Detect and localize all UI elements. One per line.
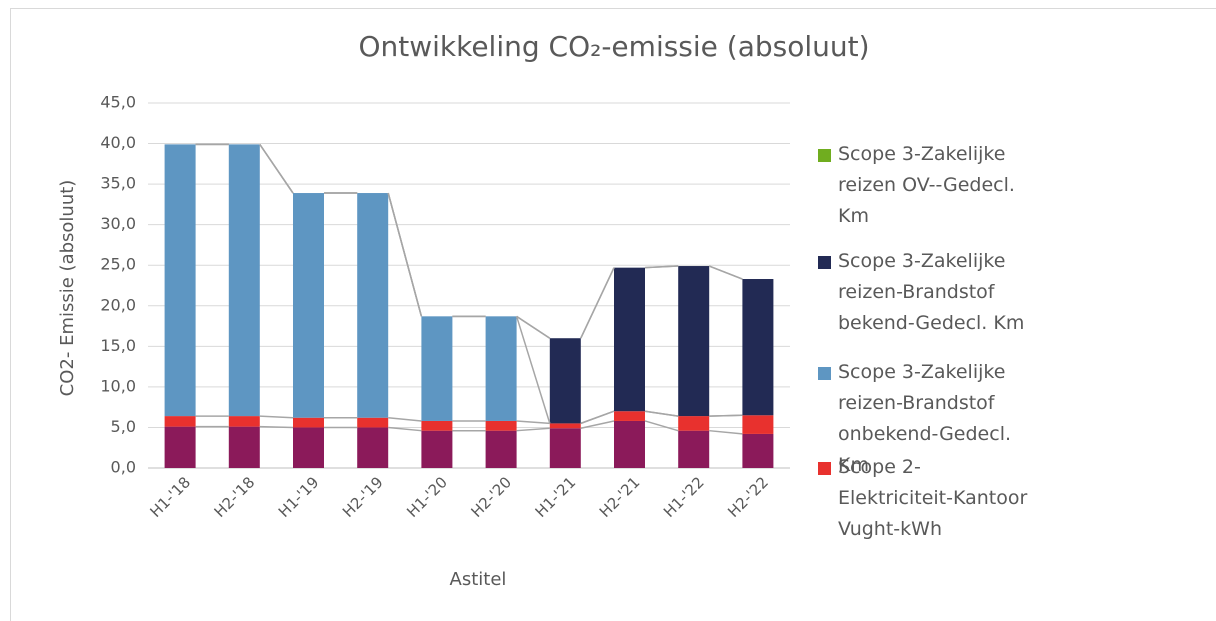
bar-segment [678, 416, 710, 431]
bar-segment [164, 426, 196, 468]
y-tick-label: 5,0 [111, 417, 136, 436]
series-line [388, 416, 422, 422]
series-line [580, 410, 615, 425]
bar-segment [421, 420, 453, 431]
y-tick-label: 0,0 [111, 458, 136, 477]
y-tick-label: 20,0 [100, 295, 136, 314]
series-line [515, 316, 551, 424]
x-axis-title: Astitel [450, 569, 507, 590]
legend-label: Scope 3-Zakelijke reizen OV--Gedecl. Km [838, 143, 1015, 227]
series-line [644, 265, 679, 269]
series-line [709, 414, 743, 417]
series-line [516, 315, 551, 339]
x-tick-label: H1-'19 [275, 473, 323, 521]
chart-border [10, 8, 1216, 621]
series-line [387, 192, 423, 317]
y-tick-label: 40,0 [100, 133, 136, 152]
x-tick-label: H1-'22 [660, 473, 708, 521]
series-line [580, 267, 615, 339]
chart-title: Ontwikkeling CO₂-emissie (absoluut) [358, 30, 869, 63]
series-line [644, 410, 679, 417]
x-tick-label: H1-'21 [532, 473, 580, 521]
x-tick-label: H1-'18 [146, 473, 194, 521]
series-line [516, 420, 550, 425]
bar-segment [421, 316, 453, 421]
legend-swatch [818, 367, 831, 380]
legend-label: Scope 2-Elektriciteit-Kantoor Vught-kWh [838, 456, 1028, 540]
series-line [259, 425, 294, 429]
bar-segment [549, 423, 581, 429]
series-line [388, 426, 422, 432]
bar-segment [549, 428, 581, 468]
legend-swatch [818, 462, 831, 475]
series-line [259, 415, 294, 419]
bar-segment [228, 416, 260, 427]
bar-segment [485, 420, 517, 431]
series-line [516, 427, 550, 432]
bar-segment [485, 316, 517, 421]
bar-segment [228, 144, 260, 417]
bar-segment [742, 279, 774, 416]
series-line [259, 143, 294, 194]
bar-segment [614, 267, 645, 412]
bar-segment [293, 193, 324, 418]
y-tick-label: 30,0 [100, 214, 136, 233]
bar-segment [164, 416, 196, 427]
series-line [644, 420, 679, 432]
y-tick-label: 15,0 [100, 336, 136, 355]
x-tick-label: H2-'20 [467, 473, 515, 521]
series-line [709, 429, 743, 435]
y-tick-label: 10,0 [100, 376, 136, 395]
bar-segment [357, 417, 389, 428]
bar-segment [549, 338, 581, 424]
y-tick-label: 35,0 [100, 174, 136, 193]
x-tick-label: H2-'22 [724, 473, 772, 521]
bar-segment [293, 417, 324, 428]
x-tick-label: H1-'20 [403, 473, 451, 521]
x-tick-label: H2-'19 [339, 473, 387, 521]
bar-segment [293, 427, 324, 468]
x-tick-label: H2-'21 [596, 473, 644, 521]
bar-segment [614, 420, 645, 468]
bar-segment [228, 426, 260, 468]
legend-swatch [818, 149, 831, 162]
bar-segment [357, 193, 389, 418]
legend-label: Scope 3-Zakelijke reizen-Brandstof onbek… [838, 361, 1012, 476]
bar-segment [357, 427, 389, 468]
bar-segment [614, 411, 645, 421]
y-tick-label: 45,0 [100, 93, 136, 112]
bar-segment [742, 433, 774, 468]
legend-swatch [818, 256, 831, 269]
legend-label: Scope 3-Zakelijke reizen-Brandstof beken… [838, 250, 1025, 334]
bar-segment [678, 430, 710, 468]
series-line [708, 265, 743, 280]
bar-segment [421, 430, 453, 468]
bar-segment [678, 266, 710, 417]
y-tick-label: 25,0 [100, 255, 136, 274]
bar-segment [485, 430, 517, 468]
y-axis-title: CO2- Emissie (absoluut) [57, 180, 78, 397]
series-line [580, 420, 615, 429]
x-tick-label: H2-'18 [211, 473, 259, 521]
bar-segment [742, 415, 774, 434]
bar-segment [164, 144, 196, 417]
